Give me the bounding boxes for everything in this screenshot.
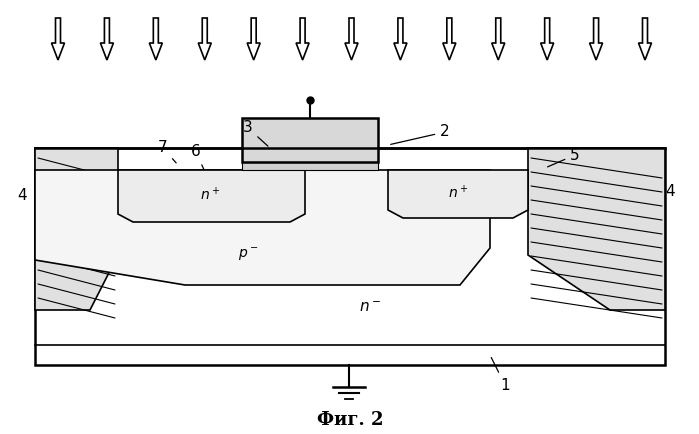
Polygon shape <box>296 18 309 60</box>
Text: 7: 7 <box>158 141 176 163</box>
Polygon shape <box>345 18 358 60</box>
Text: 1: 1 <box>491 358 510 392</box>
Text: 4: 4 <box>17 187 27 203</box>
Text: 2: 2 <box>391 125 450 145</box>
Polygon shape <box>540 18 554 60</box>
Polygon shape <box>388 170 528 218</box>
Text: 3: 3 <box>243 121 268 146</box>
Polygon shape <box>118 170 305 222</box>
Polygon shape <box>247 18 260 60</box>
Polygon shape <box>35 170 490 285</box>
Polygon shape <box>638 18 651 60</box>
Text: 5: 5 <box>547 148 579 167</box>
Polygon shape <box>242 162 378 170</box>
Polygon shape <box>101 18 113 60</box>
Polygon shape <box>492 18 505 60</box>
Polygon shape <box>443 18 456 60</box>
Text: 6: 6 <box>191 145 204 169</box>
Polygon shape <box>52 18 64 60</box>
Polygon shape <box>35 148 118 310</box>
Polygon shape <box>199 18 211 60</box>
Polygon shape <box>528 148 665 310</box>
Text: 4: 4 <box>665 184 675 200</box>
Polygon shape <box>394 18 407 60</box>
Text: Фиг. 2: Фиг. 2 <box>317 411 383 429</box>
Polygon shape <box>35 148 665 365</box>
Polygon shape <box>589 18 603 60</box>
Text: $n^+$: $n^+$ <box>200 186 220 204</box>
Text: $p^-$: $p^-$ <box>238 247 258 263</box>
Text: $n^-$: $n^-$ <box>359 301 381 315</box>
Text: $n^+$: $n^+$ <box>448 184 468 202</box>
Polygon shape <box>242 118 378 162</box>
Polygon shape <box>150 18 162 60</box>
